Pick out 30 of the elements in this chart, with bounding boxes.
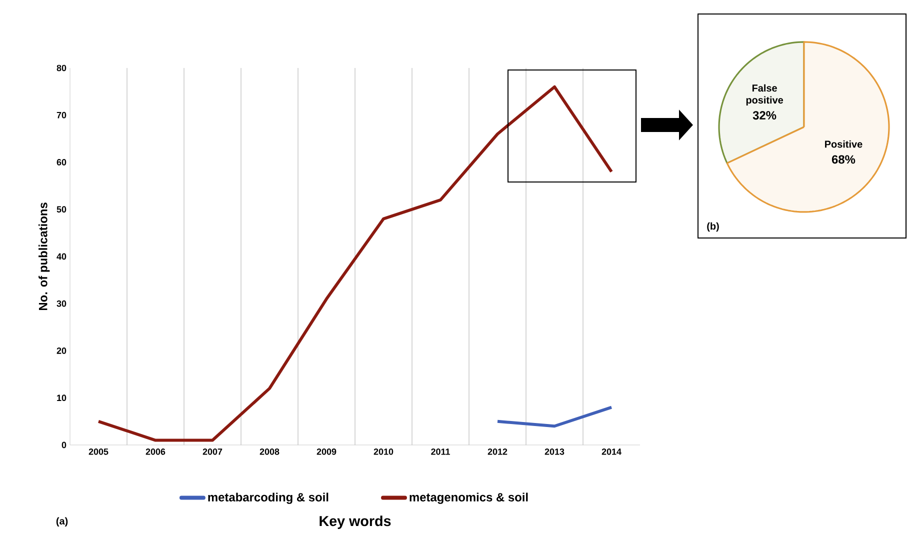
slice-label: False positive (746, 84, 784, 106)
data-label: 68% (832, 155, 856, 164)
y-tick-label: 30 (56, 300, 66, 307)
x-tick-label: 2008 (260, 448, 280, 455)
y-tick-label: 60 (56, 159, 66, 166)
slice-label: Positive (825, 140, 862, 148)
x-tick-label: 2007 (202, 448, 222, 455)
y-tick-label: 80 (56, 64, 66, 72)
legend-label: metagenomics & soil (410, 492, 528, 504)
x-axis-title: Key words (320, 516, 391, 529)
text: (a) (56, 517, 68, 527)
x-tick-label: 2009 (316, 448, 336, 455)
text: (b) (707, 222, 719, 232)
y-tick-label: 20 (56, 348, 66, 354)
x-tick-label: 2012 (488, 448, 508, 455)
line-series (97, 85, 614, 442)
x-tick-label: 2013 (544, 448, 564, 455)
legend-label: metabarcoding & soil (208, 492, 328, 504)
x-tick-label: 2006 (146, 448, 166, 455)
x-tick-label: 2005 (88, 448, 108, 455)
y-tick-label: 50 (56, 206, 66, 213)
y-tick-label: 40 (56, 253, 66, 260)
x-tick-label: 2011 (431, 448, 450, 455)
x-tick-label: 2014 (602, 448, 622, 455)
y-tick-label: 70 (56, 112, 66, 118)
y-axis-title: No. of publications (38, 202, 50, 310)
data-label: 32% (752, 111, 776, 120)
x-tick-label: 2010 (374, 448, 394, 455)
y-tick-label: 0 (62, 442, 66, 448)
y-tick-label: 10 (57, 394, 66, 402)
